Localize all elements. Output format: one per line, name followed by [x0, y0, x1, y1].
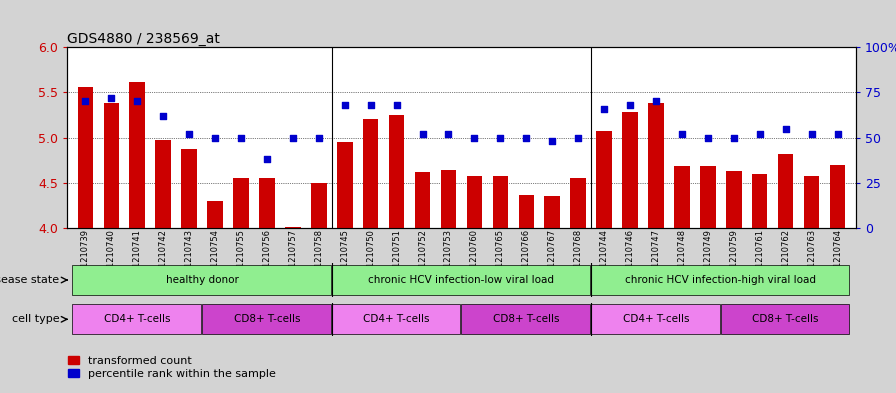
Point: [234, 134, 248, 141]
Bar: [830, 165, 845, 228]
Bar: [311, 183, 326, 228]
Bar: [591, 304, 719, 334]
Bar: [78, 87, 93, 228]
Point: [727, 134, 741, 141]
Point: [467, 134, 481, 141]
Bar: [720, 304, 849, 334]
Point: [286, 134, 300, 141]
Bar: [332, 304, 461, 334]
Bar: [493, 176, 508, 228]
Bar: [337, 142, 352, 228]
Bar: [752, 174, 768, 228]
Bar: [129, 83, 145, 228]
Point: [649, 98, 663, 105]
Bar: [804, 176, 819, 228]
Bar: [441, 170, 456, 228]
Bar: [202, 304, 331, 334]
Point: [260, 156, 274, 162]
Point: [104, 95, 118, 101]
Point: [675, 131, 689, 137]
Point: [364, 102, 378, 108]
Bar: [155, 140, 171, 228]
Point: [182, 131, 196, 137]
Point: [597, 105, 611, 112]
Point: [831, 131, 845, 137]
Bar: [461, 304, 590, 334]
Point: [753, 131, 767, 137]
Bar: [700, 167, 716, 228]
Point: [416, 131, 430, 137]
Text: CD4+ T-cells: CD4+ T-cells: [623, 314, 689, 324]
Bar: [519, 195, 534, 228]
Point: [545, 138, 559, 144]
Point: [805, 131, 819, 137]
Bar: [622, 112, 638, 228]
Point: [312, 134, 326, 141]
Point: [78, 98, 92, 105]
Bar: [259, 178, 275, 228]
Bar: [674, 167, 690, 228]
Bar: [389, 115, 404, 228]
Bar: [363, 119, 378, 228]
Bar: [648, 103, 664, 228]
Bar: [233, 178, 249, 228]
Bar: [545, 196, 560, 228]
Text: chronic HCV infection-low viral load: chronic HCV infection-low viral load: [368, 275, 555, 285]
Point: [519, 134, 533, 141]
Bar: [73, 304, 201, 334]
Text: chronic HCV infection-high viral load: chronic HCV infection-high viral load: [625, 275, 816, 285]
Bar: [778, 154, 794, 228]
Point: [442, 131, 456, 137]
Point: [390, 102, 404, 108]
Bar: [591, 265, 849, 295]
Bar: [597, 131, 612, 228]
Text: cell type: cell type: [12, 314, 59, 324]
Point: [130, 98, 144, 105]
Text: CD8+ T-cells: CD8+ T-cells: [234, 314, 300, 324]
Legend: transformed count, percentile rank within the sample: transformed count, percentile rank withi…: [64, 351, 280, 384]
Bar: [104, 103, 119, 228]
Text: CD8+ T-cells: CD8+ T-cells: [493, 314, 559, 324]
Bar: [415, 172, 430, 228]
Bar: [467, 176, 482, 228]
Text: GDS4880 / 238569_at: GDS4880 / 238569_at: [67, 32, 220, 46]
Point: [701, 134, 715, 141]
Point: [623, 102, 637, 108]
Bar: [332, 265, 590, 295]
Text: CD8+ T-cells: CD8+ T-cells: [753, 314, 819, 324]
Point: [208, 134, 222, 141]
Bar: [73, 265, 331, 295]
Point: [338, 102, 352, 108]
Bar: [207, 201, 223, 228]
Text: CD4+ T-cells: CD4+ T-cells: [364, 314, 430, 324]
Point: [779, 125, 793, 132]
Point: [571, 134, 585, 141]
Text: CD4+ T-cells: CD4+ T-cells: [104, 314, 170, 324]
Point: [156, 113, 170, 119]
Bar: [726, 171, 742, 228]
Point: [493, 134, 507, 141]
Bar: [285, 227, 301, 228]
Bar: [181, 149, 197, 228]
Text: disease state: disease state: [0, 275, 59, 285]
Text: healthy donor: healthy donor: [166, 275, 238, 285]
Bar: [571, 178, 586, 228]
